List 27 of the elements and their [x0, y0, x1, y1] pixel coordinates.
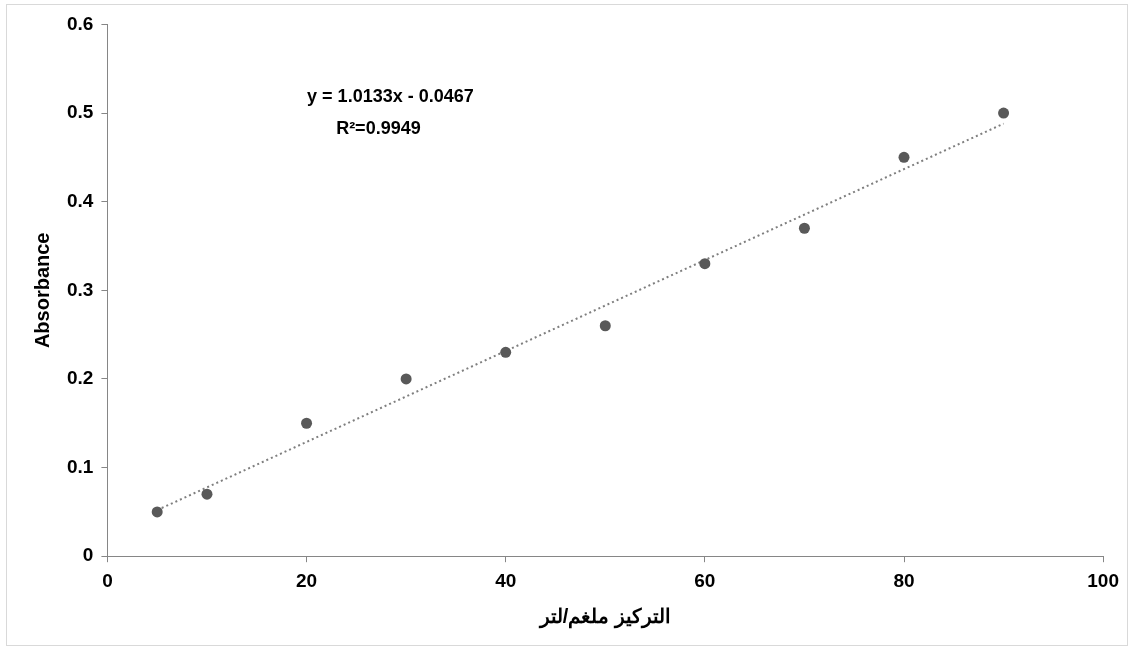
x-tick-label: 20: [295, 569, 318, 591]
y-tick-label: 0.5: [66, 101, 94, 123]
x-tick-label: 60: [694, 569, 716, 591]
y-tick-label: 0.6: [66, 12, 94, 34]
x-axis-title: التركيز ملغم/لتر: [537, 604, 671, 629]
point: [998, 107, 1010, 119]
point: [898, 151, 910, 163]
point: [201, 488, 213, 500]
point: [699, 258, 711, 270]
y-axis-title: Absorbance: [30, 232, 53, 349]
point: [301, 417, 313, 429]
point: [798, 222, 810, 234]
y-tick-label: 0.2: [66, 367, 94, 389]
x-tick-label: 80: [893, 569, 915, 591]
point: [599, 320, 611, 332]
x-tick-label: 100: [1087, 569, 1119, 591]
annotation: y = 1.0133x - 0.0467: [307, 86, 474, 107]
y-tick-label: 0.4: [66, 189, 94, 211]
point: [400, 373, 412, 385]
y-tick-label: 0: [82, 544, 94, 566]
x-tick-label: 0: [102, 569, 113, 591]
point: [151, 506, 163, 518]
annotation: R²=0.9949: [336, 118, 421, 139]
point: [500, 346, 512, 358]
y-tick-label: 0.1: [66, 455, 94, 477]
y-tick-label: 0.3: [66, 278, 94, 300]
x-tick-label: 40: [495, 569, 517, 591]
